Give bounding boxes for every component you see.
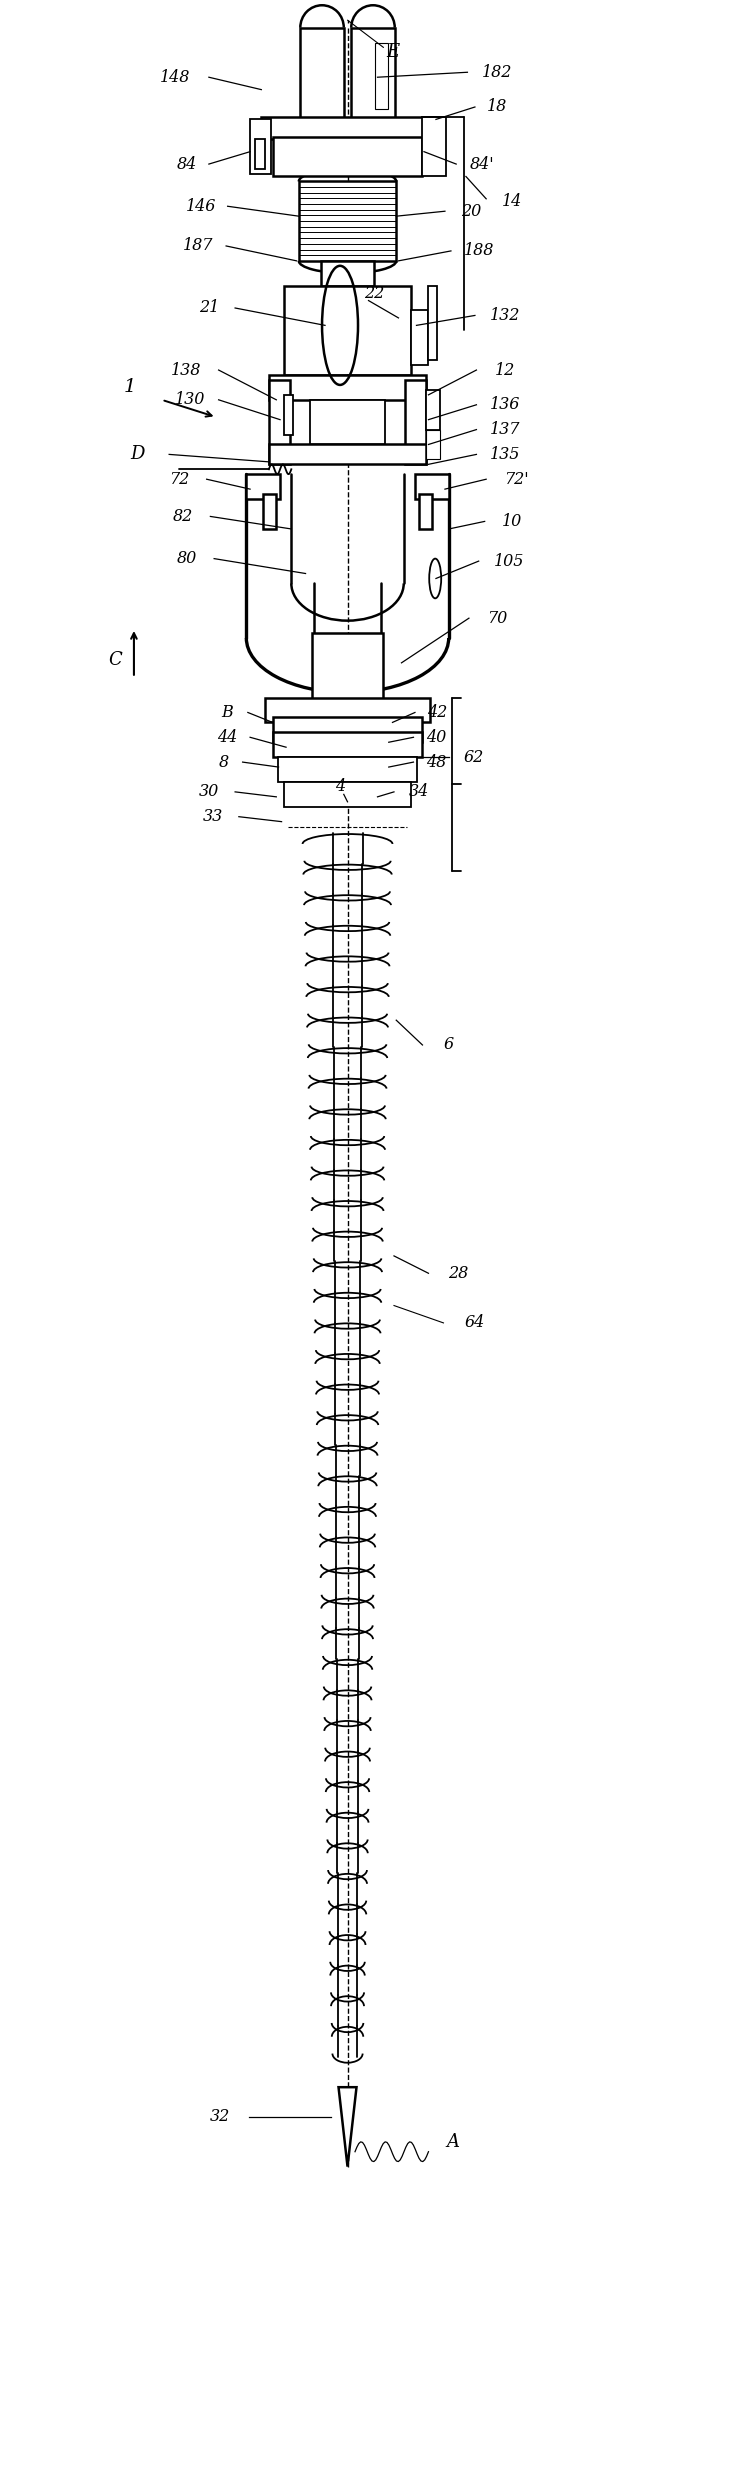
Text: 64: 64 — [465, 1316, 485, 1331]
Bar — [427, 430, 439, 460]
Bar — [254, 139, 265, 169]
Bar — [263, 495, 276, 530]
Text: 6: 6 — [444, 1037, 454, 1054]
Bar — [411, 311, 428, 366]
Text: 146: 146 — [186, 199, 217, 214]
Text: 130: 130 — [175, 390, 205, 408]
Text: 12: 12 — [495, 361, 515, 378]
Text: 137: 137 — [490, 420, 520, 438]
Bar — [299, 182, 396, 261]
Bar — [265, 696, 430, 721]
Text: 21: 21 — [199, 298, 219, 316]
Bar — [250, 119, 271, 174]
Bar — [284, 395, 293, 435]
Bar — [273, 731, 423, 756]
Text: 135: 135 — [490, 445, 520, 463]
Bar — [284, 781, 411, 806]
Text: C: C — [108, 652, 122, 669]
Text: 136: 136 — [490, 395, 520, 413]
Text: 30: 30 — [199, 783, 219, 801]
Bar — [269, 376, 427, 400]
Bar — [423, 117, 446, 177]
Text: 148: 148 — [160, 70, 190, 85]
Text: 34: 34 — [408, 783, 429, 801]
Bar — [375, 42, 388, 109]
Bar — [246, 475, 280, 500]
Text: 72': 72' — [504, 470, 528, 487]
Text: 48: 48 — [426, 754, 446, 771]
Bar — [273, 716, 423, 741]
Bar — [351, 27, 395, 122]
Text: D: D — [131, 445, 145, 463]
Text: 138: 138 — [171, 361, 202, 378]
Bar — [419, 495, 432, 530]
Text: 72: 72 — [169, 470, 189, 487]
Text: B: B — [222, 704, 233, 721]
Text: 62: 62 — [464, 749, 483, 766]
Text: 182: 182 — [482, 65, 513, 80]
Text: 1: 1 — [124, 378, 137, 395]
Text: 132: 132 — [490, 306, 520, 323]
Text: 187: 187 — [183, 236, 213, 254]
Text: A: A — [446, 2134, 459, 2151]
Bar — [261, 117, 433, 139]
Text: 80: 80 — [176, 550, 196, 567]
Bar — [322, 261, 374, 286]
Bar — [284, 286, 411, 376]
Bar — [428, 286, 436, 361]
Text: 8: 8 — [219, 754, 229, 771]
Text: 10: 10 — [502, 512, 522, 530]
Text: 28: 28 — [448, 1266, 469, 1281]
Text: 82: 82 — [173, 507, 193, 525]
Text: 14: 14 — [502, 194, 522, 209]
Bar — [415, 475, 448, 500]
Text: 40: 40 — [426, 729, 446, 746]
Bar — [405, 381, 427, 465]
Text: 32: 32 — [210, 2109, 230, 2126]
Bar — [427, 390, 439, 430]
Text: E: E — [386, 42, 399, 62]
Text: 20: 20 — [461, 204, 481, 219]
Text: 18: 18 — [487, 99, 507, 114]
Text: 188: 188 — [464, 241, 494, 259]
Text: 84': 84' — [470, 157, 495, 172]
Text: 44: 44 — [217, 729, 238, 746]
Text: 70: 70 — [487, 609, 507, 627]
Polygon shape — [338, 2087, 356, 2166]
Bar — [269, 381, 290, 465]
Text: 4: 4 — [335, 778, 345, 796]
Bar — [273, 137, 423, 177]
Bar — [278, 756, 417, 781]
Bar — [310, 400, 385, 445]
Text: 22: 22 — [364, 284, 384, 301]
Text: 42: 42 — [427, 704, 448, 721]
Bar — [312, 634, 383, 701]
Bar — [300, 27, 344, 122]
Text: 33: 33 — [202, 808, 223, 826]
Bar — [269, 445, 427, 465]
Text: 84: 84 — [176, 157, 196, 172]
Text: 105: 105 — [494, 552, 524, 570]
